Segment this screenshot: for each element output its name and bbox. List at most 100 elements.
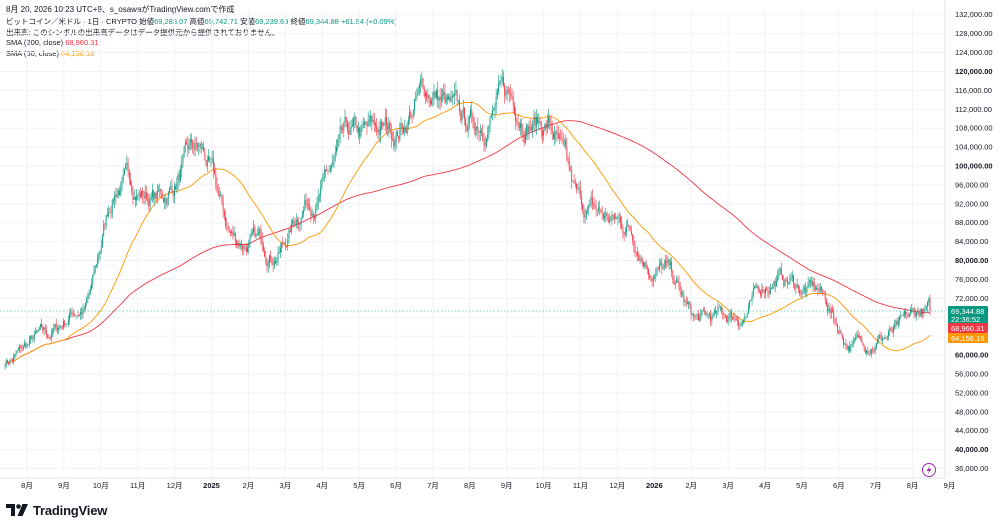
candle <box>589 198 591 208</box>
candle <box>220 190 222 197</box>
candle <box>726 314 727 324</box>
candle <box>688 300 690 310</box>
candle <box>507 86 509 95</box>
candle <box>596 209 598 217</box>
candle <box>922 308 924 319</box>
candle <box>65 323 67 328</box>
candle <box>783 275 785 289</box>
legend-sma200-row[interactable]: SMA (200, close) 68,960.31 <box>6 38 397 49</box>
candle <box>150 192 152 201</box>
candle <box>364 119 365 129</box>
time-axis[interactable]: 8月 9月 10月 11月 12月 2025 2月 3月 4月 5月 6月 7月 8月 9月 10月 11月 1… <box>0 477 955 490</box>
candle <box>888 328 890 341</box>
candle <box>320 180 322 203</box>
candle <box>858 332 860 340</box>
candle <box>365 120 367 126</box>
candle <box>585 210 587 221</box>
legend-volume-row: 出来高: このシンボルの出来高データはデータ提供元から提供されておりません。 <box>6 28 397 39</box>
candle <box>110 205 112 219</box>
candle <box>49 336 51 341</box>
candle <box>810 276 812 288</box>
candle <box>200 140 202 154</box>
candle <box>25 340 27 350</box>
candle <box>834 318 836 326</box>
candle <box>311 208 313 218</box>
candle <box>15 350 17 358</box>
candle <box>492 104 493 121</box>
candle <box>169 186 170 195</box>
candle <box>210 158 212 168</box>
candle <box>121 176 123 192</box>
lightning-icon[interactable] <box>922 463 936 477</box>
candle <box>797 284 799 294</box>
candle <box>906 311 908 320</box>
candle <box>617 213 619 226</box>
candle <box>735 315 737 321</box>
legend-open-value: 69,283.07 <box>154 17 188 26</box>
candle <box>266 258 268 272</box>
candle <box>297 216 298 229</box>
tradingview-brand[interactable]: TradingView <box>33 502 108 518</box>
candle <box>746 312 748 318</box>
candle <box>635 251 637 257</box>
candle <box>192 139 194 154</box>
candle <box>152 183 153 203</box>
candle <box>841 333 843 340</box>
candle <box>784 278 786 288</box>
candle <box>836 323 838 335</box>
candle <box>752 282 754 299</box>
candle <box>14 353 16 360</box>
candle <box>345 116 347 128</box>
sma200-polyline <box>4 120 930 365</box>
candle <box>128 169 130 185</box>
candle <box>679 281 681 297</box>
candle <box>127 157 129 177</box>
candle <box>251 228 253 236</box>
candle <box>750 299 752 302</box>
candle <box>234 231 236 247</box>
candle <box>886 335 888 341</box>
candle <box>336 139 337 156</box>
candle <box>860 335 861 342</box>
legend-sma200-label: SMA (200, close) <box>6 38 64 47</box>
candle <box>299 222 301 232</box>
candle <box>913 306 915 319</box>
legend-low-label: 安値 <box>240 17 256 26</box>
x-tick-label: 3月 <box>279 481 291 490</box>
candle <box>108 205 110 219</box>
price-axis[interactable]: 36,000.00 40,000.00 44,000.00 48,000.00 52,0… <box>944 0 993 478</box>
candle <box>723 312 725 319</box>
candle <box>223 208 225 221</box>
candle <box>671 257 673 277</box>
sma200-line <box>4 120 930 365</box>
candle <box>414 99 415 116</box>
candle <box>184 139 186 153</box>
candle <box>718 303 720 308</box>
candle <box>379 119 381 144</box>
candle <box>648 267 649 280</box>
candle <box>885 336 887 340</box>
candle <box>347 119 348 134</box>
candle <box>615 212 617 220</box>
sma200-tag-value: 68,960.31 <box>951 324 984 333</box>
candle <box>143 190 145 205</box>
candle <box>189 134 191 151</box>
y-tick-label: 56,000.00 <box>955 370 988 379</box>
candle <box>462 99 464 118</box>
candle <box>721 305 723 314</box>
candle <box>889 325 891 337</box>
candle <box>780 262 782 276</box>
legend-symbol[interactable]: ビットコイン／米ドル · 1日 · CRYPTO <box>6 17 137 26</box>
candle <box>64 320 66 328</box>
candle <box>591 189 593 210</box>
candle <box>433 83 435 105</box>
candle <box>854 337 855 344</box>
candle <box>63 318 64 330</box>
candle <box>521 117 523 138</box>
candle <box>527 123 529 140</box>
candle <box>744 312 746 323</box>
close-price-tag: 69,344.88 22:36:52 <box>948 306 988 325</box>
candle <box>443 83 445 100</box>
candle <box>594 197 596 209</box>
